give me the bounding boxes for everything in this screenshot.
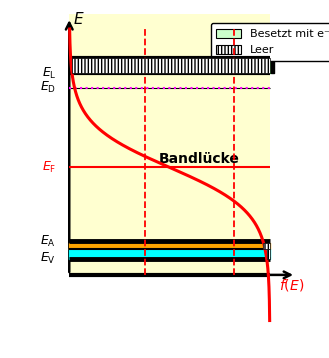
Bar bbox=[72, 58, 270, 73]
Text: $E_{\rm V}$: $E_{\rm V}$ bbox=[40, 251, 56, 266]
Bar bbox=[263, 242, 270, 249]
Text: $E$: $E$ bbox=[73, 11, 85, 27]
Legend: Besetzt mit e⁻, Leer: Besetzt mit e⁻, Leer bbox=[211, 23, 329, 61]
Text: $E_{\rm A}$: $E_{\rm A}$ bbox=[40, 233, 56, 248]
Text: $f(E)$: $f(E)$ bbox=[279, 277, 305, 292]
Bar bbox=[69, 1, 270, 275]
Text: Bandlücke: Bandlücke bbox=[159, 151, 240, 166]
Text: $E_{\rm L}$: $E_{\rm L}$ bbox=[41, 66, 56, 81]
Bar bbox=[267, 249, 270, 259]
Text: $E_{\rm F}$: $E_{\rm F}$ bbox=[42, 160, 56, 175]
Text: $E_{\rm D}$: $E_{\rm D}$ bbox=[40, 81, 56, 96]
